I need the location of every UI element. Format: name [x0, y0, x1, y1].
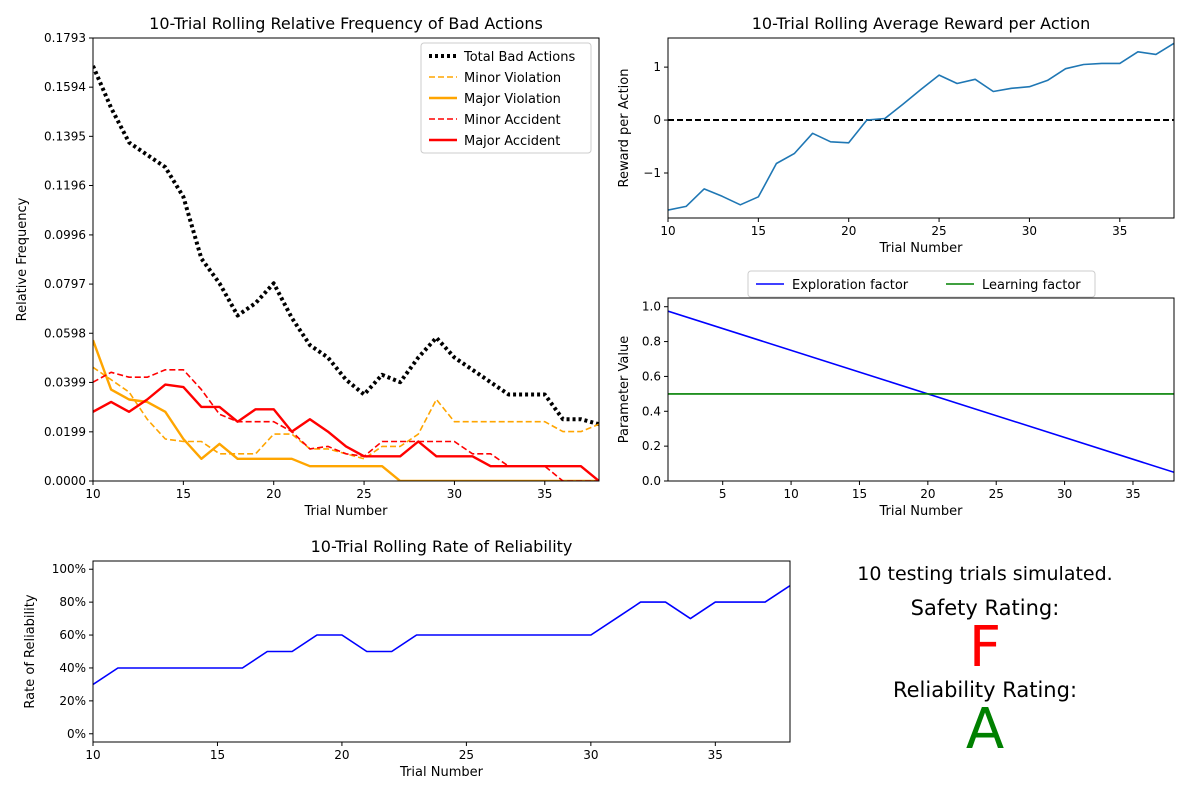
series-line-exploration-factor: [668, 310, 1174, 474]
plot-frame: [92, 560, 791, 743]
x-tick-label: 25: [989, 487, 1004, 501]
x-tick-label: 10: [85, 487, 100, 501]
x-tick-label: 35: [1112, 224, 1127, 238]
y-tick-label: 1: [653, 60, 661, 74]
legend-label: Major Violation: [464, 92, 561, 107]
x-tick-label: 15: [210, 748, 225, 762]
y-tick-label: 0%: [67, 727, 86, 741]
x-tick-label: 10: [660, 224, 675, 238]
chart-rel: 10 15 20 25 30 35 0% 20% 40% 60% 80% 100% 10-Trial R…: [23, 537, 791, 780]
x-tick-label: 20: [334, 748, 349, 762]
chart-bad: 10 15 20 25 30 35 0.0000 0.0199 0.0399 0.0598 0.07…: [15, 14, 600, 519]
x-tick-label: 20: [920, 487, 935, 501]
x-axis-label: Trial Number: [879, 241, 964, 256]
trials-simulated-text: 10 testing trials simulated.: [857, 563, 1113, 585]
summary-panel: 10 testing trials simulated. Safety Rati…: [820, 560, 1150, 758]
x-tick-label: 10: [783, 487, 798, 501]
chart-title: 10-Trial Rolling Relative Frequency of B…: [149, 14, 543, 33]
x-tick-label: 20: [266, 487, 281, 501]
y-tick-label: 0.0996: [44, 228, 86, 242]
y-tick-label: 60%: [59, 628, 86, 642]
x-tick-label: 10: [85, 748, 100, 762]
y-tick-label: 0.8: [642, 335, 661, 349]
x-tick-label: 35: [537, 487, 552, 501]
x-tick-label: 35: [1125, 487, 1140, 501]
legend-box: [747, 270, 1096, 298]
y-axis-label: Rate of Reliability: [23, 594, 38, 708]
legend-label: Minor Violation: [464, 71, 561, 86]
x-tick-label: 30: [447, 487, 462, 501]
y-tick-label: 0.4: [642, 404, 661, 418]
y-tick-label: 100%: [52, 562, 86, 576]
y-tick-label: 0.0598: [44, 326, 86, 340]
y-tick-label: 0.0797: [44, 277, 86, 291]
reliability-rating-grade: A: [965, 697, 1005, 762]
legend-label: Learning factor: [982, 278, 1081, 293]
y-tick-label: 0.1395: [44, 129, 86, 143]
chart-reward: 10 15 20 25 30 35 −1 0 1 10-Trial Rolling Average…: [617, 14, 1175, 256]
x-tick-label: 15: [751, 224, 766, 238]
safety-rating-label: Safety Rating:: [910, 596, 1060, 620]
y-tick-label: −1: [643, 166, 661, 180]
y-tick-label: 0.1196: [44, 179, 86, 193]
legend: Exploration factor Learning factor: [747, 270, 1096, 298]
x-tick-label: 30: [583, 748, 598, 762]
chart-title: 10-Trial Rolling Rate of Reliability: [311, 537, 573, 556]
x-tick-label: 25: [459, 748, 474, 762]
x-tick-label: 25: [356, 487, 371, 501]
x-tick-label: 15: [852, 487, 867, 501]
y-tick-label: 0.0199: [44, 425, 86, 439]
series-line-reward: [668, 42, 1174, 211]
x-axis-label: Trial Number: [304, 504, 389, 519]
x-axis-label: Trial Number: [879, 504, 964, 519]
chart-params: 5 10 15 20 25 30 35 0.0 0.2 0.4 0.6 0.8 1.0 Trial Num…: [617, 270, 1175, 519]
x-tick-label: 5: [719, 487, 727, 501]
y-tick-label: 0.0000: [44, 474, 86, 488]
y-axis-label: Parameter Value: [617, 336, 632, 443]
legend: Total Bad Actions Minor Violation Major Vi…: [420, 42, 592, 154]
plot-frame: [667, 37, 1175, 219]
chart-title: 10-Trial Rolling Average Reward per Acti…: [752, 14, 1091, 33]
series-line-minor-accident: [93, 368, 599, 481]
y-tick-label: 0.1793: [44, 31, 86, 45]
series-line-major-accident: [93, 383, 599, 481]
y-axis-label: Relative Frequency: [15, 197, 30, 321]
y-tick-label: 20%: [59, 694, 86, 708]
y-tick-label: 0.0: [642, 474, 661, 488]
x-tick-label: 15: [176, 487, 191, 501]
y-tick-label: 0.0399: [44, 375, 86, 389]
legend-box: [420, 42, 592, 154]
y-tick-label: 0.1594: [44, 80, 86, 94]
y-tick-label: 0.6: [642, 369, 661, 383]
legend-label: Total Bad Actions: [463, 50, 575, 65]
legend-label: Exploration factor: [792, 278, 909, 293]
y-tick-label: 1.0: [642, 300, 661, 314]
series-line-total-bad-actions: [93, 65, 599, 427]
legend-label: Minor Accident: [464, 113, 561, 128]
y-axis-label: Reward per Action: [617, 69, 632, 188]
y-tick-label: 0.2: [642, 439, 661, 453]
safety-rating-grade: F: [968, 615, 1002, 680]
legend-label: Major Accident: [464, 134, 560, 149]
reliability-rating-label: Reliability Rating:: [892, 678, 1078, 702]
x-tick-label: 30: [1022, 224, 1037, 238]
x-tick-label: 30: [1057, 487, 1072, 501]
x-tick-label: 25: [931, 224, 946, 238]
series-line-rel: [93, 585, 790, 686]
y-tick-label: 80%: [59, 595, 86, 609]
plot-frame: [667, 297, 1175, 482]
x-tick-label: 20: [841, 224, 856, 238]
y-tick-label: 40%: [59, 661, 86, 675]
series-line-major-violation: [93, 339, 599, 481]
plot-frame: [92, 37, 600, 482]
x-tick-label: 35: [708, 748, 723, 762]
y-tick-label: 0: [653, 113, 661, 127]
x-axis-label: Trial Number: [399, 765, 484, 780]
